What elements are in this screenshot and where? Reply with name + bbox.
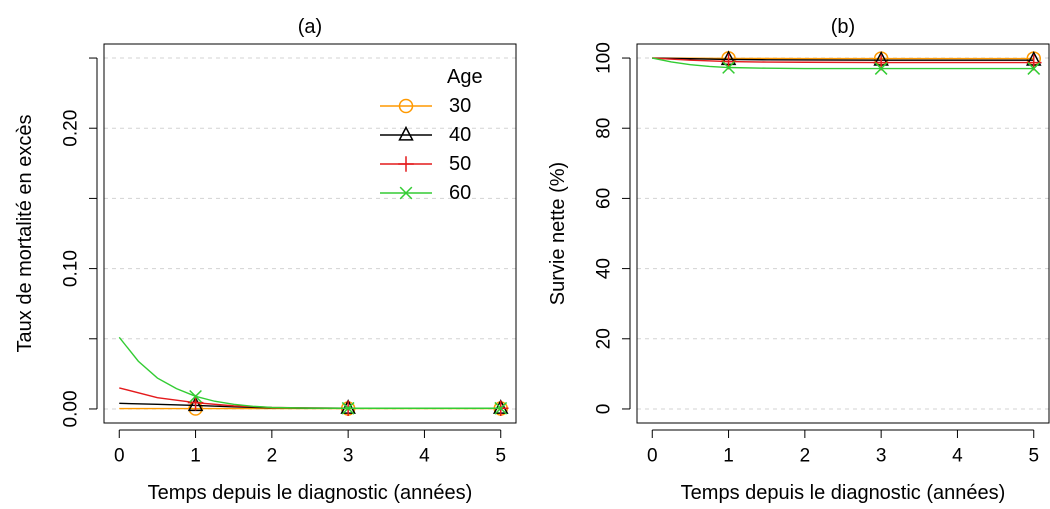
series-line-60 <box>118 336 501 409</box>
data-point-60 <box>1027 62 1041 75</box>
x-tick-label: 4 <box>952 446 963 467</box>
x-tick-label: 1 <box>190 446 201 467</box>
y-tick-label: 80 <box>594 118 615 139</box>
y-tick-label: 20 <box>594 328 615 349</box>
series-group <box>652 50 1042 75</box>
chart-panel-b: 0 1 2 3 4 5 0 20 40 60 80 100 (b) Temps depuis le dia… <box>547 16 1050 504</box>
x-tick-label: 5 <box>495 446 506 467</box>
legend: Age 30 40 50 60 <box>380 66 483 204</box>
y-axis-title: Taux de mortalité en excès <box>14 115 36 353</box>
x-tick-label: 0 <box>114 446 125 467</box>
y-tick-label: 60 <box>594 188 615 209</box>
plot-frame <box>636 43 1050 424</box>
panel-title: (b) <box>831 16 855 38</box>
y-tick-label: 40 <box>594 258 615 279</box>
legend-marker-60 <box>399 186 413 200</box>
x-tick-label: 2 <box>800 446 811 467</box>
grid-lines <box>637 57 1049 410</box>
data-point-60 <box>722 61 735 74</box>
series-60 <box>118 336 508 415</box>
y-tick-label: 0.20 <box>61 110 82 147</box>
legend-title: Age <box>447 66 483 88</box>
data-point-60 <box>341 401 355 415</box>
series-line-50 <box>652 57 1034 64</box>
y-axis: 0.00 0.10 0.20 <box>61 57 98 427</box>
legend-label-30: 30 <box>449 95 471 117</box>
x-axis-title: Temps depuis le diagnostic (années) <box>681 482 1006 504</box>
y-tick-label: 100 <box>594 42 615 74</box>
chart-panel-a: 0 1 2 3 4 5 0.00 0.10 0.20 (a) Temps depuis le dia… <box>14 16 517 504</box>
x-axis: 0 1 2 3 4 5 <box>114 429 506 467</box>
y-tick-label: 0 <box>594 404 615 415</box>
x-tick-label: 1 <box>723 446 734 467</box>
x-tick-label: 3 <box>876 446 887 467</box>
x-axis: 0 1 2 3 4 5 <box>647 429 1039 467</box>
x-tick-label: 2 <box>267 446 278 467</box>
data-point-60 <box>494 401 508 415</box>
series-line-40 <box>652 57 1034 61</box>
x-tick-label: 0 <box>647 446 658 467</box>
series-60 <box>652 57 1041 75</box>
legend-label-60: 60 <box>449 182 471 204</box>
y-tick-label: 0.10 <box>61 250 82 287</box>
data-point-60 <box>189 389 202 403</box>
y-tick-label: 0.00 <box>61 390 82 427</box>
x-axis-title: Temps depuis le diagnostic (années) <box>148 482 473 504</box>
legend-marker-50 <box>398 156 414 172</box>
y-axis: 0 20 40 60 80 100 <box>594 42 631 414</box>
legend-marker-30 <box>398 98 414 114</box>
data-point-60 <box>874 62 888 75</box>
data-point-50 <box>187 394 204 411</box>
series-line-60 <box>652 57 1034 70</box>
series-50 <box>119 387 509 417</box>
legend-label-50: 50 <box>449 153 471 175</box>
plot-frame <box>103 43 517 424</box>
legend-marker-40 <box>398 125 414 141</box>
x-tick-label: 4 <box>419 446 430 467</box>
x-tick-label: 3 <box>343 446 354 467</box>
x-tick-label: 5 <box>1028 446 1039 467</box>
series-group <box>118 336 509 417</box>
y-axis-title: Survie nette (%) <box>547 162 569 305</box>
panel-title: (a) <box>298 16 322 38</box>
legend-label-40: 40 <box>449 124 471 146</box>
